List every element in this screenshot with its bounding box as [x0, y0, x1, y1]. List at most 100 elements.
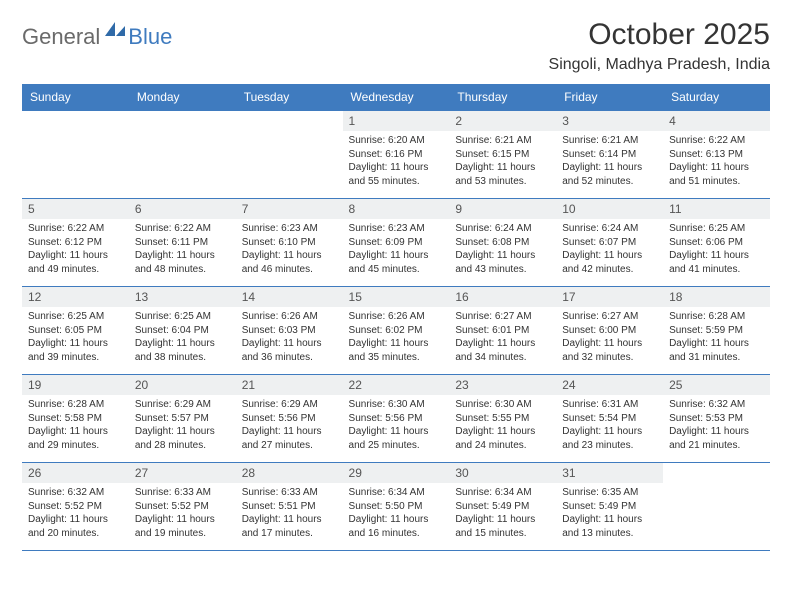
day-details: Sunrise: 6:25 AM Sunset: 6:06 PM Dayligh…	[669, 222, 764, 276]
day-details: Sunrise: 6:26 AM Sunset: 6:03 PM Dayligh…	[242, 310, 337, 364]
calendar-day-cell: 2Sunrise: 6:21 AM Sunset: 6:15 PM Daylig…	[449, 111, 556, 199]
day-details: Sunrise: 6:34 AM Sunset: 5:50 PM Dayligh…	[349, 486, 444, 540]
day-details: Sunrise: 6:22 AM Sunset: 6:12 PM Dayligh…	[28, 222, 123, 276]
calendar-day-cell: 10 Sunrise: 6:24 AM Sunset: 6:07 PM Dayli…	[556, 199, 663, 287]
day-number: 2	[449, 111, 556, 131]
day-number: 16	[449, 287, 556, 307]
calendar-day-header: Friday	[556, 84, 663, 111]
day-details: Sunrise: 6:28 AM Sunset: 5:59 PM Dayligh…	[669, 310, 764, 364]
day-number: 20	[129, 375, 236, 395]
day-details: Sunrise: 6:33 AM Sunset: 5:52 PM Dayligh…	[135, 486, 230, 540]
calendar-day-cell: 5Sunrise: 6:22 AM Sunset: 6:12 PM Daylig…	[22, 199, 129, 287]
calendar-day-cell: 30 Sunrise: 6:34 AM Sunset: 5:49 PM Dayli…	[449, 463, 556, 551]
calendar-day-header: Saturday	[663, 84, 770, 111]
calendar-day-cell: 3Sunrise: 6:21 AM Sunset: 6:14 PM Daylig…	[556, 111, 663, 199]
calendar-day-cell: .	[663, 463, 770, 551]
day-details: Sunrise: 6:35 AM Sunset: 5:49 PM Dayligh…	[562, 486, 657, 540]
day-number: 22	[343, 375, 450, 395]
day-number: 11	[663, 199, 770, 219]
day-details: Sunrise: 6:25 AM Sunset: 6:04 PM Dayligh…	[135, 310, 230, 364]
day-number: 30	[449, 463, 556, 483]
day-details: Sunrise: 6:25 AM Sunset: 6:05 PM Dayligh…	[28, 310, 123, 364]
calendar-day-cell: 13 Sunrise: 6:25 AM Sunset: 6:04 PM Dayli…	[129, 287, 236, 375]
calendar-day-cell: 6Sunrise: 6:22 AM Sunset: 6:11 PM Daylig…	[129, 199, 236, 287]
calendar-day-cell: 26 Sunrise: 6:32 AM Sunset: 5:52 PM Dayli…	[22, 463, 129, 551]
day-details: Sunrise: 6:23 AM Sunset: 6:09 PM Dayligh…	[349, 222, 444, 276]
day-number: 18	[663, 287, 770, 307]
day-number: 1	[343, 111, 450, 131]
calendar-day-cell: 24Sunrise: 6:31 AM Sunset: 5:54 PM Dayli…	[556, 375, 663, 463]
day-details: Sunrise: 6:32 AM Sunset: 5:52 PM Dayligh…	[28, 486, 123, 540]
calendar-day-header: Sunday	[22, 84, 129, 111]
day-number: 29	[343, 463, 450, 483]
calendar-day-header: Tuesday	[236, 84, 343, 111]
day-number: 19	[22, 375, 129, 395]
calendar-day-cell: 27 Sunrise: 6:33 AM Sunset: 5:52 PM Dayli…	[129, 463, 236, 551]
calendar-day-cell: 17Sunrise: 6:27 AM Sunset: 6:00 PM Dayli…	[556, 287, 663, 375]
day-number: 3	[556, 111, 663, 131]
logo-text-blue: Blue	[128, 24, 172, 50]
calendar-day-cell: 15 Sunrise: 6:26 AM Sunset: 6:02 PM Dayli…	[343, 287, 450, 375]
day-details: Sunrise: 6:31 AM Sunset: 5:54 PM Dayligh…	[562, 398, 657, 452]
calendar-week-row: ...1Sunrise: 6:20 AM Sunset: 6:16 PM Day…	[22, 111, 770, 199]
day-details: Sunrise: 6:30 AM Sunset: 5:56 PM Dayligh…	[349, 398, 444, 452]
calendar-week-row: 26 Sunrise: 6:32 AM Sunset: 5:52 PM Dayli…	[22, 463, 770, 551]
day-details: Sunrise: 6:34 AM Sunset: 5:49 PM Dayligh…	[455, 486, 550, 540]
calendar-day-cell: 25 Sunrise: 6:32 AM Sunset: 5:53 PM Dayli…	[663, 375, 770, 463]
day-details: Sunrise: 6:30 AM Sunset: 5:55 PM Dayligh…	[455, 398, 550, 452]
day-number: 31	[556, 463, 663, 483]
calendar-week-row: 19 Sunrise: 6:28 AM Sunset: 5:58 PM Dayli…	[22, 375, 770, 463]
day-number: 4	[663, 111, 770, 131]
day-details: Sunrise: 6:22 AM Sunset: 6:13 PM Dayligh…	[669, 134, 764, 188]
calendar-day-cell: 21Sunrise: 6:29 AM Sunset: 5:56 PM Dayli…	[236, 375, 343, 463]
header: General Blue October 2025 Singoli, Madhy…	[22, 18, 770, 74]
day-details: Sunrise: 6:29 AM Sunset: 5:57 PM Dayligh…	[135, 398, 230, 452]
calendar-day-cell: 20 Sunrise: 6:29 AM Sunset: 5:57 PM Dayli…	[129, 375, 236, 463]
day-details: Sunrise: 6:32 AM Sunset: 5:53 PM Dayligh…	[669, 398, 764, 452]
day-number: 26	[22, 463, 129, 483]
day-number: 28	[236, 463, 343, 483]
day-number: 27	[129, 463, 236, 483]
day-number: 13	[129, 287, 236, 307]
calendar-day-cell: 12Sunrise: 6:25 AM Sunset: 6:05 PM Dayli…	[22, 287, 129, 375]
day-details: Sunrise: 6:23 AM Sunset: 6:10 PM Dayligh…	[242, 222, 337, 276]
calendar-day-cell: 28Sunrise: 6:33 AM Sunset: 5:51 PM Dayli…	[236, 463, 343, 551]
day-details: Sunrise: 6:29 AM Sunset: 5:56 PM Dayligh…	[242, 398, 337, 452]
calendar-day-cell: 7Sunrise: 6:23 AM Sunset: 6:10 PM Daylig…	[236, 199, 343, 287]
calendar-day-cell: 8 Sunrise: 6:23 AM Sunset: 6:09 PM Daylig…	[343, 199, 450, 287]
calendar-day-cell: 18 Sunrise: 6:28 AM Sunset: 5:59 PM Dayli…	[663, 287, 770, 375]
calendar-day-cell: .	[22, 111, 129, 199]
day-number: 17	[556, 287, 663, 307]
calendar-day-header: Wednesday	[343, 84, 450, 111]
calendar-day-cell: .	[129, 111, 236, 199]
day-number: 23	[449, 375, 556, 395]
calendar-day-cell: 9Sunrise: 6:24 AM Sunset: 6:08 PM Daylig…	[449, 199, 556, 287]
logo-sail-icon	[104, 20, 126, 43]
calendar-day-cell: 23 Sunrise: 6:30 AM Sunset: 5:55 PM Dayli…	[449, 375, 556, 463]
day-details: Sunrise: 6:24 AM Sunset: 6:07 PM Dayligh…	[562, 222, 657, 276]
calendar-week-row: 5Sunrise: 6:22 AM Sunset: 6:12 PM Daylig…	[22, 199, 770, 287]
calendar-day-cell: 11 Sunrise: 6:25 AM Sunset: 6:06 PM Dayli…	[663, 199, 770, 287]
calendar-body: ...1Sunrise: 6:20 AM Sunset: 6:16 PM Day…	[22, 111, 770, 551]
calendar-day-cell: 14 Sunrise: 6:26 AM Sunset: 6:03 PM Dayli…	[236, 287, 343, 375]
calendar-day-cell: .	[236, 111, 343, 199]
day-number: 10	[556, 199, 663, 219]
day-number: 15	[343, 287, 450, 307]
day-number: 8	[343, 199, 450, 219]
day-number: 14	[236, 287, 343, 307]
location-subtitle: Singoli, Madhya Pradesh, India	[549, 56, 770, 74]
page-title: October 2025	[549, 18, 770, 52]
logo-text-general: General	[22, 24, 100, 50]
calendar-header-row: SundayMondayTuesdayWednesdayThursdayFrid…	[22, 84, 770, 111]
logo: General Blue	[22, 18, 172, 50]
calendar-day-cell: 1 Sunrise: 6:20 AM Sunset: 6:16 PM Daylig…	[343, 111, 450, 199]
day-details: Sunrise: 6:28 AM Sunset: 5:58 PM Dayligh…	[28, 398, 123, 452]
calendar-day-header: Monday	[129, 84, 236, 111]
day-details: Sunrise: 6:26 AM Sunset: 6:02 PM Dayligh…	[349, 310, 444, 364]
day-number: 25	[663, 375, 770, 395]
day-details: Sunrise: 6:22 AM Sunset: 6:11 PM Dayligh…	[135, 222, 230, 276]
day-number: 9	[449, 199, 556, 219]
calendar-day-cell: 16 Sunrise: 6:27 AM Sunset: 6:01 PM Dayli…	[449, 287, 556, 375]
day-details: Sunrise: 6:20 AM Sunset: 6:16 PM Dayligh…	[349, 134, 444, 188]
day-details: Sunrise: 6:27 AM Sunset: 6:01 PM Dayligh…	[455, 310, 550, 364]
